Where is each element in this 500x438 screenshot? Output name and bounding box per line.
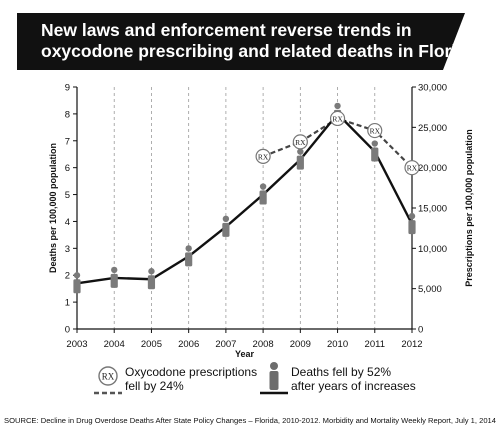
chart-title-line-2: oxycodone prescribing and related deaths… [41, 41, 477, 61]
prescriptions-point-2011: RX [367, 122, 383, 139]
person-icon-head [73, 272, 81, 279]
legend-deaths-label-line-1: Deaths fell by 52% [291, 365, 392, 379]
rx-icon [329, 110, 346, 127]
y-tick-label-left: 6 [65, 163, 70, 174]
y-tick-label-left: 9 [65, 83, 70, 94]
person-icon-body [73, 279, 81, 294]
person-icon-head [334, 102, 341, 110]
rx-icon-symbol: RX [370, 127, 381, 136]
y-tick-label-left: 0 [65, 325, 70, 336]
rx-icon-symbol: RX [295, 138, 306, 147]
y-tick-label-left: 4 [65, 217, 70, 228]
title-banner: New laws and enforcement reverse trends … [17, 13, 477, 70]
x-tick-label: 2008 [253, 339, 274, 350]
y-tick-label-right: 5,000 [418, 284, 442, 295]
rx-icon-symbol: RX [407, 164, 418, 173]
person-icon-head [185, 245, 192, 252]
legend-person-icon [269, 362, 279, 390]
deaths-point-2007 [222, 215, 230, 237]
rx-icon [404, 160, 420, 176]
x-tick-label: 2011 [365, 339, 385, 350]
person-icon-body [147, 275, 156, 290]
x-axis-title: Year [235, 349, 255, 359]
rx-icon [255, 148, 271, 164]
prescriptions-point-2012: RX [404, 160, 420, 176]
legend-deaths-swatch [260, 362, 288, 395]
person-icon-head [111, 266, 118, 274]
deaths-point-2004 [110, 266, 118, 288]
y-tick-label-left: 2 [65, 271, 70, 282]
legend-rx-label-line-1: Oxycodone prescriptions [125, 365, 258, 379]
y-tick-label-right: 20,000 [418, 163, 447, 174]
legend-deaths-label-line-2: after years of increases [291, 379, 416, 393]
x-tick-label: 2012 [401, 339, 422, 350]
legend-rx-icon [98, 366, 118, 386]
deaths-point-2005 [147, 268, 156, 290]
chart-title-line-1: New laws and enforcement reverse trends … [41, 20, 412, 40]
person-icon-head [408, 212, 416, 220]
rx-icon-symbol: RX [258, 152, 269, 161]
chart-title: New laws and enforcement reverse trends … [41, 20, 477, 62]
person-icon-head [222, 215, 230, 223]
prescriptions-point-2010: RX [329, 110, 346, 127]
prescriptions-point-2008: RX [255, 148, 271, 164]
rx-icon-symbol: RX [332, 114, 343, 123]
y-tick-label-left: 8 [65, 109, 70, 120]
y-tick-label-right: 10,000 [418, 244, 447, 255]
y-tick-label-left: 3 [65, 244, 70, 255]
y-tick-label-right: 0 [418, 325, 423, 336]
y-axis-title-right: Prescriptions per 100,000 population [464, 129, 474, 287]
y-tick-label-left: 5 [65, 190, 70, 201]
y-tick-label-left: 1 [65, 298, 70, 309]
legend-rx-label-line-2: fell by 24% [125, 379, 184, 393]
series-deaths-line [76, 112, 414, 285]
deaths-point-2012 [408, 212, 416, 235]
x-tick-label: 2005 [141, 339, 162, 350]
person-icon-body [222, 222, 230, 237]
x-tick-label: 2006 [178, 339, 199, 350]
deaths-point-2011 [371, 140, 379, 162]
person-icon-body [185, 252, 193, 267]
person-icon-body [259, 190, 267, 205]
person-icon-head [371, 140, 378, 147]
person-icon-head [148, 268, 155, 275]
title-banner-shape [17, 13, 465, 70]
x-tick-label: 2003 [66, 339, 87, 350]
rx-icon [292, 134, 308, 150]
y-axis-title-left: Deaths per 100,000 population [48, 143, 58, 273]
person-icon-head [297, 148, 304, 155]
legend-rx-symbol: RX [102, 372, 115, 382]
deaths-point-2003 [73, 272, 81, 294]
person-icon-body [408, 220, 416, 235]
deaths-point-2008 [259, 183, 267, 205]
y-tick-label-right: 25,000 [418, 123, 447, 134]
x-tick-label: 2004 [104, 339, 125, 350]
y-tick-label-right: 15,000 [418, 204, 447, 215]
deaths-point-2009 [296, 148, 304, 170]
y-tick-label-left: 7 [65, 136, 70, 147]
person-icon-head [259, 183, 267, 190]
y-tick-label-right: 30,000 [418, 83, 447, 94]
x-tick-label: 2010 [327, 339, 348, 350]
legend-rx-swatch: RX [94, 366, 122, 395]
rx-icon [367, 122, 383, 139]
x-tick-label: 2009 [290, 339, 311, 350]
person-icon-body [371, 147, 379, 162]
source-note: SOURCE: Decline in Drug Overdose Deaths … [4, 416, 496, 425]
prescriptions-point-2009: RX [292, 134, 308, 150]
deaths-point-2006 [185, 245, 193, 267]
x-tick-label: 2007 [215, 339, 236, 350]
person-icon-body [296, 155, 304, 170]
person-icon-body [110, 273, 118, 288]
